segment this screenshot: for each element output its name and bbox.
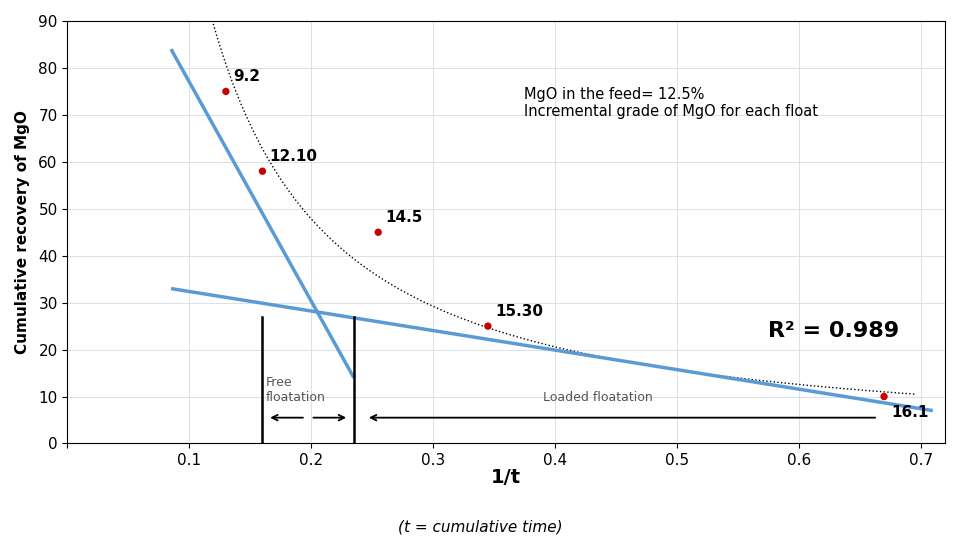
Point xyxy=(876,392,892,401)
Text: Loaded floatation: Loaded floatation xyxy=(542,390,653,403)
Text: R² = 0.989: R² = 0.989 xyxy=(768,321,900,341)
Point xyxy=(218,87,233,96)
Text: 9.2: 9.2 xyxy=(233,69,260,84)
Text: Free
floatation: Free floatation xyxy=(266,376,326,403)
X-axis label: 1/t: 1/t xyxy=(492,468,521,487)
Point xyxy=(480,322,495,330)
Text: (t = cumulative time): (t = cumulative time) xyxy=(397,519,563,535)
Y-axis label: Cumulative recovery of MgO: Cumulative recovery of MgO xyxy=(15,110,30,354)
Text: 16.1: 16.1 xyxy=(892,405,928,420)
Point xyxy=(371,228,386,237)
Text: 15.30: 15.30 xyxy=(495,304,543,319)
Text: 12.10: 12.10 xyxy=(270,149,318,164)
Point xyxy=(254,167,270,176)
Text: MgO in the feed= 12.5%
Incremental grade of MgO for each float: MgO in the feed= 12.5% Incremental grade… xyxy=(524,87,819,119)
Text: 14.5: 14.5 xyxy=(386,210,423,225)
